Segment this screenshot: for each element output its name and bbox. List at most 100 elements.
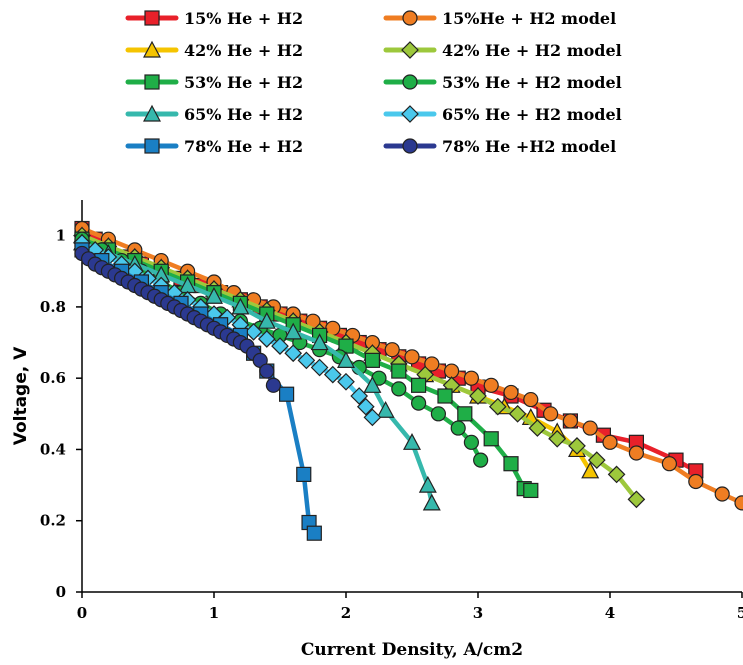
series-line bbox=[79, 240, 435, 506]
data-point bbox=[418, 475, 437, 493]
data-point bbox=[562, 413, 579, 429]
data-point bbox=[205, 286, 223, 304]
data-point bbox=[356, 397, 375, 416]
data-point bbox=[430, 406, 446, 422]
series-10 bbox=[74, 245, 281, 393]
y-axis-title: Voltage, V bbox=[11, 346, 31, 445]
legend-label: 65% He + H2 bbox=[184, 105, 303, 124]
legend-marker bbox=[401, 41, 419, 59]
legend-marker bbox=[144, 10, 160, 26]
data-point bbox=[469, 387, 487, 405]
data-point bbox=[463, 370, 479, 386]
y-tick-label: 1 bbox=[56, 227, 66, 245]
legend-label: 65% He + H2 model bbox=[442, 105, 622, 124]
data-point bbox=[244, 323, 263, 341]
legend-marker bbox=[401, 105, 419, 123]
data-point bbox=[488, 397, 507, 416]
data-point bbox=[568, 437, 586, 455]
data-point bbox=[337, 372, 355, 391]
data-point bbox=[391, 363, 407, 379]
legend-marker bbox=[144, 74, 160, 90]
y-axis-ticks: 0 0.2 0.4 0.6 0.8 1 bbox=[40, 227, 82, 601]
legend-entry: 65% He + H2 bbox=[125, 104, 303, 124]
data-point bbox=[284, 344, 303, 363]
data-point bbox=[297, 351, 316, 370]
data-point bbox=[523, 391, 539, 408]
plot-area: 0 1 2 3 4 5 0 0.2 0.4 0.6 0.8 1 bbox=[40, 200, 743, 622]
legend-label: 42% He + H2 model bbox=[442, 41, 622, 60]
data-point bbox=[310, 333, 329, 351]
data-point bbox=[376, 400, 395, 418]
x-tick-label: 0 bbox=[77, 604, 87, 622]
data-point bbox=[323, 365, 342, 384]
data-point bbox=[627, 490, 646, 509]
data-point bbox=[279, 386, 295, 402]
data-point bbox=[587, 451, 606, 469]
data-point bbox=[424, 356, 440, 372]
data-point bbox=[411, 377, 427, 393]
x-tick-label: 5 bbox=[737, 604, 743, 622]
data-point bbox=[444, 363, 460, 379]
y-tick-label: 0.4 bbox=[40, 440, 66, 458]
data-point bbox=[257, 330, 276, 348]
data-point bbox=[688, 473, 704, 490]
data-point bbox=[437, 388, 453, 404]
x-tick-label: 2 bbox=[341, 604, 351, 622]
data-point bbox=[337, 351, 355, 368]
legend-marker bbox=[402, 74, 418, 90]
data-point bbox=[306, 525, 322, 541]
legend-label: 78% He + H2 bbox=[184, 137, 303, 156]
data-point bbox=[581, 461, 600, 479]
data-point bbox=[422, 493, 441, 511]
data-point bbox=[602, 434, 618, 450]
legend-entry: 53% He + H2 model bbox=[383, 73, 622, 92]
legend-label: 42% He + H2 bbox=[184, 41, 303, 60]
data-point bbox=[714, 486, 730, 502]
data-point bbox=[403, 433, 421, 450]
legend-entry: 78% He + H2 bbox=[125, 137, 303, 156]
data-point bbox=[457, 406, 473, 422]
legend-label: 53% He + H2 bbox=[184, 73, 303, 92]
data-point bbox=[363, 408, 382, 427]
data-point bbox=[523, 482, 539, 499]
data-point bbox=[271, 337, 289, 355]
y-tick-label: 0 bbox=[56, 583, 66, 601]
data-point bbox=[628, 445, 645, 461]
legend-label: 53% He + H2 model bbox=[442, 73, 622, 92]
data-point bbox=[411, 395, 427, 411]
y-tick-label: 0.2 bbox=[40, 512, 66, 530]
data-point bbox=[542, 406, 559, 422]
data-point bbox=[284, 322, 303, 340]
data-point bbox=[259, 363, 275, 379]
data-point bbox=[734, 495, 743, 511]
data-point bbox=[528, 419, 547, 437]
legend-entry: 15% He + H2 bbox=[125, 9, 303, 28]
data-point bbox=[483, 431, 499, 447]
legend-entry: 42% He + H2 model bbox=[383, 41, 622, 60]
data-point bbox=[661, 456, 678, 472]
x-tick-label: 1 bbox=[209, 604, 219, 622]
data-point bbox=[231, 297, 250, 315]
legend-marker bbox=[144, 138, 160, 154]
legend-entry: 15%He + H2 model bbox=[383, 9, 616, 28]
data-point bbox=[364, 352, 380, 368]
data-point bbox=[257, 311, 276, 329]
legend-entry: 65% He + H2 model bbox=[383, 105, 622, 124]
legend-label: 78% He +H2 model bbox=[442, 137, 616, 156]
legend-entry: 78% He +H2 model bbox=[383, 137, 616, 156]
x-tick-label: 4 bbox=[605, 604, 615, 622]
data-point bbox=[265, 377, 281, 393]
data-point bbox=[296, 466, 312, 482]
series-layer bbox=[73, 220, 743, 541]
legend: 15% He + H2 15%He + H2 model 42% He + H2 42… bbox=[125, 9, 622, 156]
y-tick-label: 0.6 bbox=[40, 369, 66, 387]
data-point bbox=[450, 420, 466, 436]
data-point bbox=[310, 358, 329, 377]
x-tick-label: 3 bbox=[473, 604, 483, 622]
data-point bbox=[607, 465, 626, 484]
data-point bbox=[384, 342, 400, 358]
data-point bbox=[363, 376, 382, 393]
data-point bbox=[508, 404, 527, 423]
data-point bbox=[404, 349, 420, 365]
